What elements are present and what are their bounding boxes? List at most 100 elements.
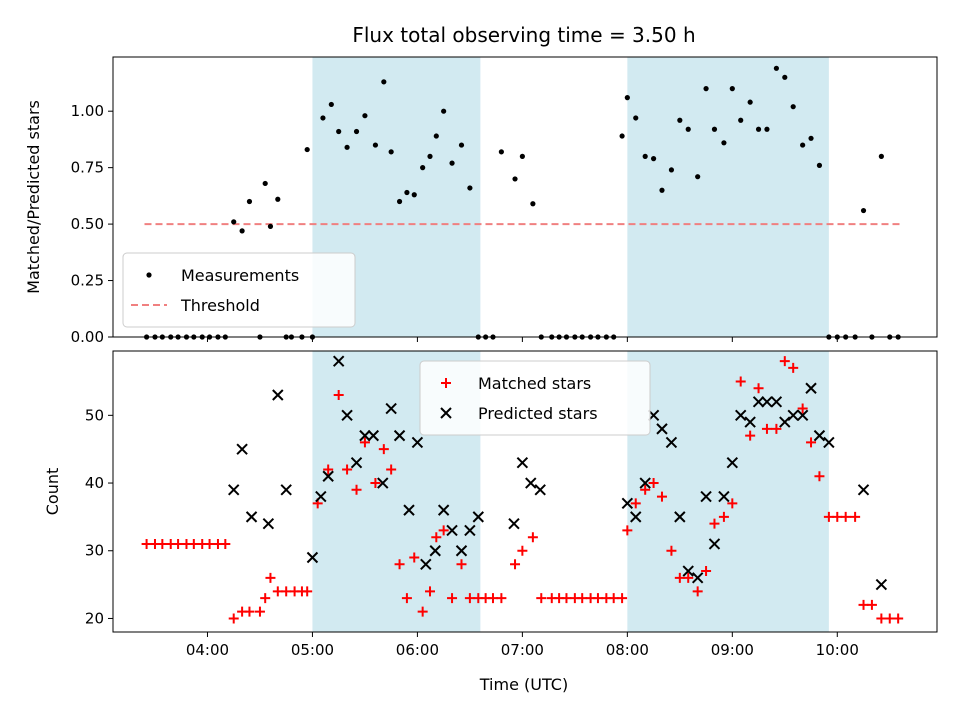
predicted-point	[377, 477, 389, 489]
axes-frame	[112, 56, 938, 338]
predicted-point	[272, 389, 284, 401]
legend-marker	[146, 272, 152, 278]
matched-point	[342, 464, 353, 475]
measurement-point	[441, 108, 447, 114]
legend-marker	[440, 407, 452, 419]
measurement-point	[800, 142, 806, 148]
predicted-point	[236, 443, 248, 455]
predicted-point	[367, 429, 380, 442]
chart-title: Flux total observing time = 3.50 h	[352, 23, 695, 47]
measurement-point	[816, 162, 823, 168]
matched-point	[753, 383, 764, 394]
predicted-point	[393, 429, 406, 442]
predicted-point	[674, 511, 686, 523]
y-tick-label: 0.75	[71, 159, 104, 177]
predicted-point	[752, 396, 765, 408]
predicted-point	[403, 504, 415, 516]
measurement-point	[498, 149, 504, 155]
predicted-point	[639, 477, 651, 489]
matched-point	[260, 593, 271, 604]
measurement-point	[328, 101, 334, 108]
matched-point	[876, 613, 887, 624]
predicted-point	[420, 558, 432, 570]
matched-point	[788, 362, 799, 373]
matched-point	[840, 511, 851, 522]
x-tick-label: 05:00	[291, 641, 334, 659]
predicted-point	[516, 457, 529, 469]
legend-label: Matched stars	[478, 374, 591, 393]
legend: Matched stars Predicted stars	[419, 360, 651, 436]
predicted-point	[700, 490, 712, 503]
measurement-point	[659, 187, 665, 193]
matched-point	[409, 552, 420, 563]
matched-point	[438, 525, 449, 536]
matched-point	[204, 538, 215, 549]
measurement-point	[458, 142, 465, 148]
measurement-point	[267, 223, 274, 229]
predicted-point	[262, 517, 275, 530]
matched-point	[709, 518, 720, 529]
matched-point	[761, 423, 772, 434]
predicted-point	[682, 565, 694, 577]
matched-point	[617, 593, 628, 604]
matched-point	[359, 437, 370, 448]
matched-point	[745, 430, 756, 441]
matched-point	[850, 511, 861, 522]
predicted-point	[228, 484, 240, 496]
measurement-point	[404, 189, 410, 196]
matched-point	[157, 538, 168, 549]
measurement-point	[677, 117, 683, 123]
predicted-point	[708, 538, 721, 550]
measurement-point	[427, 153, 433, 159]
matched-point	[806, 437, 817, 448]
matched-point	[592, 593, 603, 604]
predicted-point	[411, 436, 424, 449]
predicted-point	[341, 409, 353, 422]
predicted-point	[446, 524, 458, 537]
predicted-point	[508, 517, 520, 530]
matched-point	[527, 532, 538, 543]
measurement-point	[336, 128, 342, 135]
measurement-point	[711, 126, 718, 132]
measurement-point	[530, 201, 536, 207]
predicted-point	[455, 545, 468, 557]
matched-point	[727, 498, 738, 509]
measurement-point	[433, 133, 439, 139]
measurement-point	[695, 174, 701, 180]
matched-point	[351, 484, 362, 495]
measurement-point	[275, 196, 281, 202]
predicted-point	[761, 396, 773, 408]
predicted-point	[796, 409, 809, 422]
predicted-point	[280, 484, 292, 496]
predicted-point	[621, 497, 634, 510]
matched-point	[674, 572, 685, 583]
matched-point	[510, 559, 521, 570]
measurement-point	[396, 198, 403, 205]
matched-point	[692, 586, 703, 597]
matched-point	[228, 613, 239, 624]
matched-point	[272, 586, 283, 597]
predicted-point	[464, 524, 476, 537]
measurement-point	[790, 104, 796, 110]
matched-point	[378, 444, 389, 455]
matched-point	[456, 559, 467, 570]
measurement-point	[420, 165, 426, 171]
y-axis-label: Matched/Predicted stars	[24, 100, 43, 294]
matched-point	[884, 613, 895, 624]
y-tick-label: 50	[85, 406, 104, 424]
measurement-point	[246, 198, 253, 205]
matched-point	[656, 491, 667, 502]
predicted-point	[665, 436, 678, 449]
matched-point	[683, 572, 694, 583]
predicted-point	[306, 551, 319, 564]
predicted-point	[332, 355, 345, 367]
y-axis-label: Count	[43, 468, 62, 516]
matched-point	[701, 566, 712, 577]
matched-point	[771, 423, 782, 434]
matched-point	[630, 498, 641, 509]
predicted-point	[726, 457, 739, 469]
matched-point	[622, 525, 633, 536]
measurement-point	[633, 115, 639, 121]
matched-point	[487, 593, 498, 604]
